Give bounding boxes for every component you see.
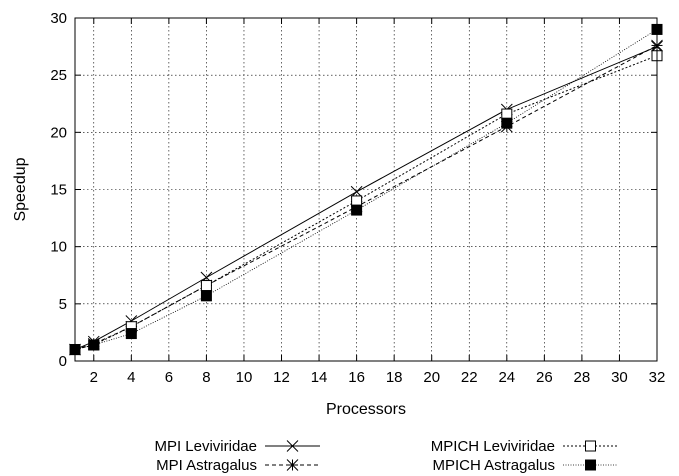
filled-square-marker xyxy=(88,339,100,351)
x-tick-label: 8 xyxy=(202,369,210,386)
series-3 xyxy=(69,50,663,356)
filled-square-marker xyxy=(351,204,363,216)
x-tick-label: 12 xyxy=(273,369,290,386)
open-square-marker xyxy=(351,195,363,207)
x-tick-label: 16 xyxy=(348,369,365,386)
x-tick-label: 6 xyxy=(165,369,173,386)
series-line xyxy=(74,55,658,351)
x-tick-label: 2 xyxy=(90,369,98,386)
series-line xyxy=(74,29,658,350)
filled-square-marker xyxy=(200,290,212,302)
open-square-marker xyxy=(585,440,596,452)
x-tick-label: 28 xyxy=(574,369,591,386)
x-tick-label: 4 xyxy=(127,369,135,386)
y-tick-label: 10 xyxy=(50,239,67,256)
open-square-marker xyxy=(200,280,212,292)
filled-square-marker xyxy=(501,117,513,129)
legend-label: MPICH Leviviridae xyxy=(431,438,555,455)
plot-frame xyxy=(74,17,658,362)
y-tick-label: 0 xyxy=(59,353,67,370)
series-layer xyxy=(69,23,663,356)
x-tick-label: 18 xyxy=(386,369,403,386)
legend-label: MPI Astragalus xyxy=(156,457,257,474)
y-tick-label: 20 xyxy=(50,124,67,141)
x-tick-label: 30 xyxy=(611,369,628,386)
x-tick-label: 32 xyxy=(649,369,666,386)
legend-label: MPICH Astragalus xyxy=(432,457,555,474)
x-tick-label: 20 xyxy=(423,369,440,386)
y-axis-label: Speedup xyxy=(12,157,29,221)
series-line xyxy=(74,46,658,351)
x-tick-label: 22 xyxy=(461,369,478,386)
open-square-marker xyxy=(501,108,513,120)
series-line xyxy=(74,44,658,351)
filled-square-marker xyxy=(125,328,137,340)
x-axis-label: Processors xyxy=(326,401,406,418)
y-tick-label: 30 xyxy=(50,10,67,27)
legend-item: MPICH Leviviridae xyxy=(431,438,618,455)
grid xyxy=(75,18,657,361)
legend: MPI Leviviridae MPI Astragalus MPICH Leviv… xyxy=(154,438,618,474)
series-2 xyxy=(69,39,663,356)
legend-label: MPI Leviviridae xyxy=(154,438,257,455)
filled-square-marker xyxy=(585,459,596,471)
x-tick-label: 26 xyxy=(536,369,553,386)
legend-item: MPICH Astragalus xyxy=(432,457,618,474)
x-tick-label: 14 xyxy=(311,369,328,386)
x-tick-label: 24 xyxy=(498,369,515,386)
y-tick-label: 15 xyxy=(50,182,67,199)
x-marker xyxy=(286,440,299,452)
legend-item: MPI Leviviridae xyxy=(154,438,320,455)
y-tick-label: 5 xyxy=(59,296,67,313)
legend-item: MPI Astragalus xyxy=(156,457,320,474)
x-tick-label: 10 xyxy=(236,369,253,386)
y-tick-label: 25 xyxy=(50,67,67,84)
